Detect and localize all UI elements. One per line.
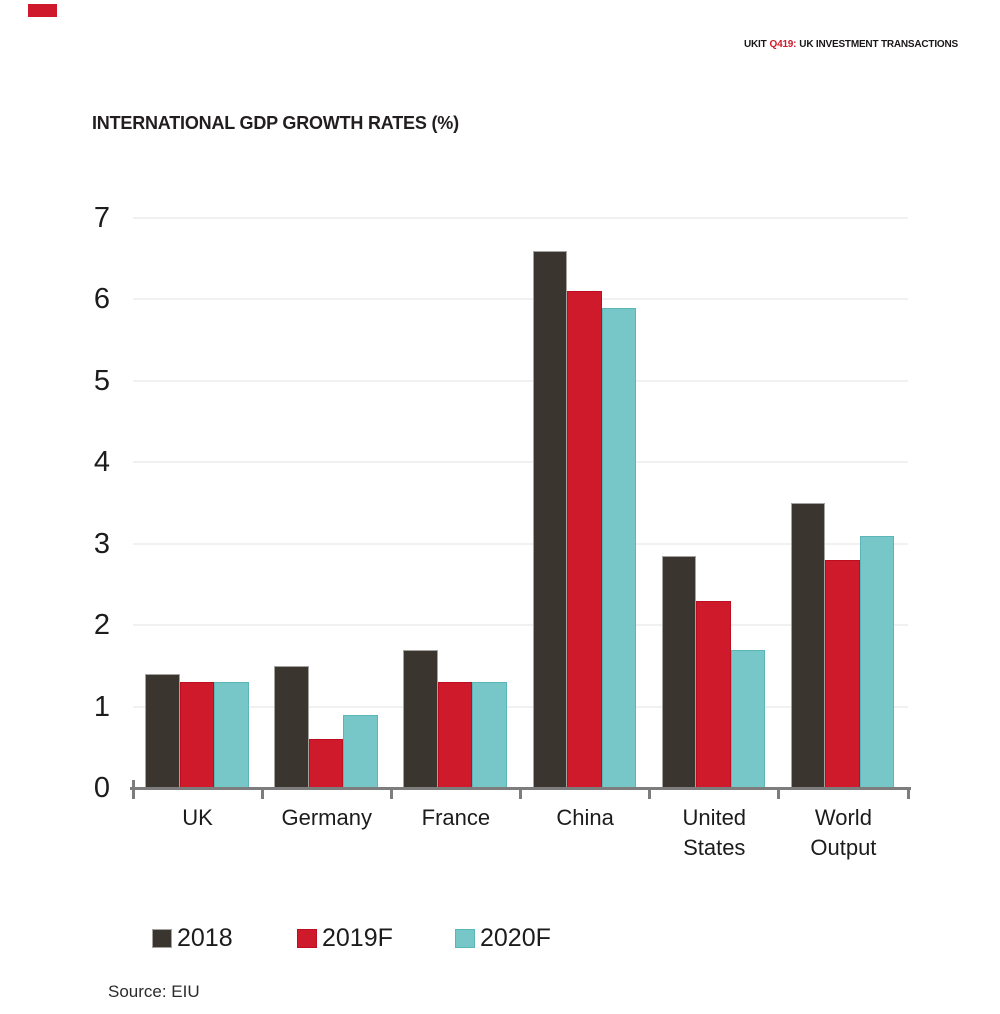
legend-item-2019F: 2019F bbox=[297, 923, 393, 952]
report-header-prefix: UKIT bbox=[743, 39, 767, 50]
y-axis-label: 1 bbox=[93, 690, 110, 723]
bar-2019F-world-output bbox=[825, 560, 860, 788]
bar-2019F-china bbox=[567, 291, 602, 788]
gridline bbox=[133, 705, 908, 708]
y-axis-label: 5 bbox=[93, 364, 110, 397]
y-axis-label: 2 bbox=[93, 609, 110, 642]
bar-2018-uk bbox=[145, 674, 180, 788]
bar-2020F-france bbox=[472, 682, 507, 788]
category-label: United States bbox=[682, 805, 747, 860]
bar-2018-china bbox=[532, 250, 567, 788]
report-header-issue: Q419: bbox=[769, 39, 797, 50]
source-note: Source: EIU bbox=[108, 982, 200, 1001]
gridline bbox=[133, 379, 908, 382]
gridline bbox=[133, 542, 908, 545]
legend-swatch-2018 bbox=[152, 928, 172, 948]
legend-label: 2020F bbox=[480, 923, 551, 952]
bar-2018-germany bbox=[274, 665, 309, 788]
red-corner-tab bbox=[28, 4, 57, 17]
gridline bbox=[133, 217, 908, 219]
axis-tick bbox=[906, 787, 910, 799]
bar-2020F-uk bbox=[214, 682, 249, 788]
gridline bbox=[133, 461, 908, 464]
axis-tick bbox=[648, 787, 652, 799]
y-axis-label: 7 bbox=[93, 202, 110, 234]
legend-label: 2019F bbox=[322, 923, 393, 952]
report-header-title: UK INVESTMENT TRANSACTIONS bbox=[799, 39, 958, 50]
y-axis-label: 6 bbox=[93, 283, 110, 316]
bar-2019F-france bbox=[437, 682, 473, 788]
bar-2018-world-output bbox=[790, 503, 826, 788]
bar-2020F-world-output bbox=[859, 535, 895, 788]
legend-item-2020F: 2020F bbox=[455, 923, 551, 952]
gridline bbox=[133, 298, 908, 301]
y-axis-label: 4 bbox=[93, 446, 110, 479]
bar-2020F-germany bbox=[343, 714, 378, 788]
y-axis-label: 0 bbox=[93, 772, 110, 804]
legend-swatch-2020F bbox=[455, 928, 475, 948]
gridline bbox=[133, 624, 908, 627]
legend-swatch-2019F bbox=[297, 928, 317, 948]
legend-label: 2018 bbox=[177, 923, 233, 952]
category-label: World Output bbox=[810, 805, 877, 860]
y-axis-label: 3 bbox=[93, 527, 110, 560]
axis-tick bbox=[260, 787, 264, 799]
bar-2018-france bbox=[403, 649, 438, 788]
category-label: Germany bbox=[281, 805, 372, 830]
bar-2020F-united-states bbox=[730, 649, 766, 788]
category-label: UK bbox=[182, 805, 213, 830]
axis-tick bbox=[519, 787, 522, 799]
axis-tick bbox=[131, 780, 135, 799]
bar-2019F-united-states bbox=[696, 600, 731, 788]
bar-2020F-china bbox=[601, 307, 636, 788]
axis-tick bbox=[777, 787, 781, 799]
bar-2018-united-states bbox=[661, 555, 697, 788]
category-label: France bbox=[421, 805, 491, 830]
category-label: China bbox=[556, 805, 614, 830]
bar-2019F-germany bbox=[308, 739, 344, 788]
chart-title: INTERNATIONAL GDP GROWTH RATES (%) bbox=[92, 113, 459, 133]
report-header: UKIT Q419: UK INVESTMENT TRANSACTIONS bbox=[744, 39, 958, 50]
legend-item-2018: 2018 bbox=[152, 923, 233, 952]
bar-2019F-uk bbox=[179, 682, 214, 788]
axis-tick bbox=[389, 787, 393, 799]
